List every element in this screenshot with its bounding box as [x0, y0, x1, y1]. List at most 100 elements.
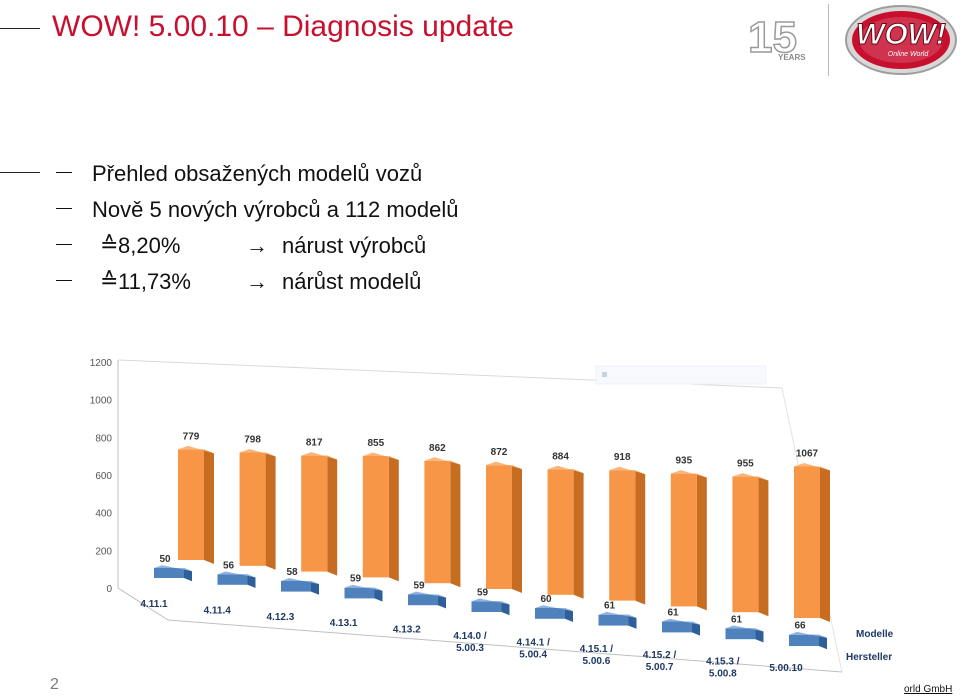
x-tick-label-line: 4.15.2 /: [643, 650, 677, 661]
modelle-bar: [547, 469, 574, 595]
hersteller-bar-side: [311, 580, 319, 595]
modelle-bar: [486, 465, 512, 589]
modelle-bar-side: [758, 476, 769, 617]
hersteller-bar-top: [408, 591, 446, 598]
x-tick-label: 4.13.2: [393, 625, 421, 636]
hersteller-bar: [344, 587, 375, 599]
modelle-bar-top: [301, 452, 338, 460]
modelle-bar-side: [696, 473, 707, 611]
modelle-bar-top: [178, 445, 214, 454]
modelle-data-label: 779: [183, 431, 200, 442]
bullet-dash: [56, 208, 72, 209]
x-tick-label: 4.15.3 /5.00.8: [706, 657, 740, 680]
modelle-bar-side: [820, 466, 830, 622]
modelle-data-label: 855: [367, 438, 384, 449]
hersteller-bar: [662, 621, 692, 633]
hersteller-bar-top: [535, 605, 573, 612]
corresponds-icon: ≙: [100, 232, 119, 257]
modelle-bar-side: [388, 455, 399, 582]
bullet-dash: [56, 172, 72, 173]
arrow-right-icon: →: [246, 233, 268, 258]
corresponds-icon: ≙: [100, 268, 119, 293]
anniversary-logo: 15 YEARS: [748, 14, 806, 63]
floor-front-edge: [167, 619, 843, 673]
modelle-bar-side: [512, 465, 522, 593]
y-tick-label: 200: [95, 546, 112, 557]
x-tick-label: 4.12.3: [266, 612, 294, 623]
x-tick-label-line: 4.13.2: [393, 625, 421, 636]
modelle-bar-side: [573, 469, 584, 599]
modelle-bar: [670, 473, 697, 607]
modelle-bar: [794, 466, 820, 618]
x-tick-label-line: 5.00.7: [646, 662, 674, 673]
bullet-value: 11,73%: [118, 269, 191, 294]
modelle-bar: [424, 460, 451, 584]
hersteller-bar-top: [281, 578, 319, 585]
x-tick-label: 4.15.1 /5.00.6: [580, 644, 614, 667]
hersteller-bar-side: [755, 628, 764, 643]
hersteller-bar-side: [438, 594, 446, 609]
modelle-data-label: 918: [614, 452, 631, 463]
modelle-bar: [239, 452, 266, 566]
wow-logo: WOW! Online World: [845, 5, 957, 75]
modelle-data-label: 955: [737, 459, 754, 470]
hersteller-data-label: 66: [794, 621, 806, 632]
legend-swatch: [602, 372, 607, 377]
bullet-value: 8,20%: [118, 233, 181, 258]
hersteller-bar: [471, 601, 502, 612]
hersteller-bar: [408, 594, 438, 606]
x-tick-label-line: 4.13.1: [330, 618, 358, 629]
hersteller-bar: [535, 608, 565, 619]
modelle-bar-side: [265, 452, 276, 570]
hersteller-data-label: 59: [413, 580, 425, 591]
hersteller-bar: [789, 634, 819, 646]
floor-edge-left: [117, 587, 169, 621]
hersteller-bar-top: [344, 584, 383, 591]
modelle-bar-side: [635, 470, 646, 605]
y-tick-label: 600: [95, 471, 112, 482]
hersteller-data-label: 59: [477, 587, 489, 598]
x-tick-label: 5.00.10: [769, 663, 803, 674]
modelle-bar-top: [794, 462, 830, 471]
logo-divider: [828, 4, 829, 76]
modelle-bar-top: [609, 466, 646, 475]
bullet-text: Přehled obsažených modelů vozů: [92, 161, 423, 186]
hersteller-bar-side: [565, 608, 573, 622]
hersteller-bar-side: [184, 568, 192, 582]
series-label-hersteller: Hersteller: [846, 652, 892, 663]
modelle-bar: [362, 455, 389, 578]
hersteller-bar-top: [789, 631, 827, 638]
hersteller-bar-side: [374, 587, 383, 602]
slide-title: WOW! 5.00.10 – Diagnosis update: [52, 10, 514, 43]
hersteller-data-label: 59: [350, 574, 362, 585]
y-tick-label: 400: [95, 509, 112, 520]
hersteller-bar: [281, 580, 311, 592]
hersteller-data-label: 61: [667, 608, 679, 619]
modelle-bar-side: [450, 460, 461, 588]
modelle-data-label: 1067: [796, 448, 819, 459]
modelle-data-label: 862: [429, 443, 446, 454]
y-tick-label: 0: [106, 584, 112, 595]
bullet-label: nárůst modelů: [282, 269, 422, 294]
modelle-bar: [732, 476, 759, 613]
modelle-bar-top: [547, 465, 584, 474]
logo-brand: WOW!: [856, 18, 946, 51]
hersteller-bar-side: [692, 621, 700, 636]
modelle-bar-top: [486, 461, 522, 470]
modelle-bar-top: [362, 452, 399, 460]
x-tick-label: 4.15.2 /5.00.7: [643, 650, 677, 673]
bullet-text: Nově 5 nových výrobců a 112 modelů: [92, 197, 459, 222]
x-tick-label-line: 4.15.3 /: [706, 657, 740, 668]
hersteller-bar-top: [725, 625, 764, 632]
hersteller-bar-top: [471, 598, 510, 605]
modelle-bar-top: [424, 457, 461, 465]
modelle-bar-side: [204, 449, 214, 564]
hersteller-bar-top: [662, 618, 700, 625]
series-label-modelle: Modelle: [856, 629, 894, 640]
x-tick-label-line: 4.12.3: [266, 612, 294, 623]
modelle-bar: [301, 455, 328, 572]
modelle-data-label: 872: [491, 447, 508, 458]
x-tick-label: 4.14.1 /5.00.4: [517, 637, 551, 660]
hersteller-bar-top: [598, 611, 637, 618]
